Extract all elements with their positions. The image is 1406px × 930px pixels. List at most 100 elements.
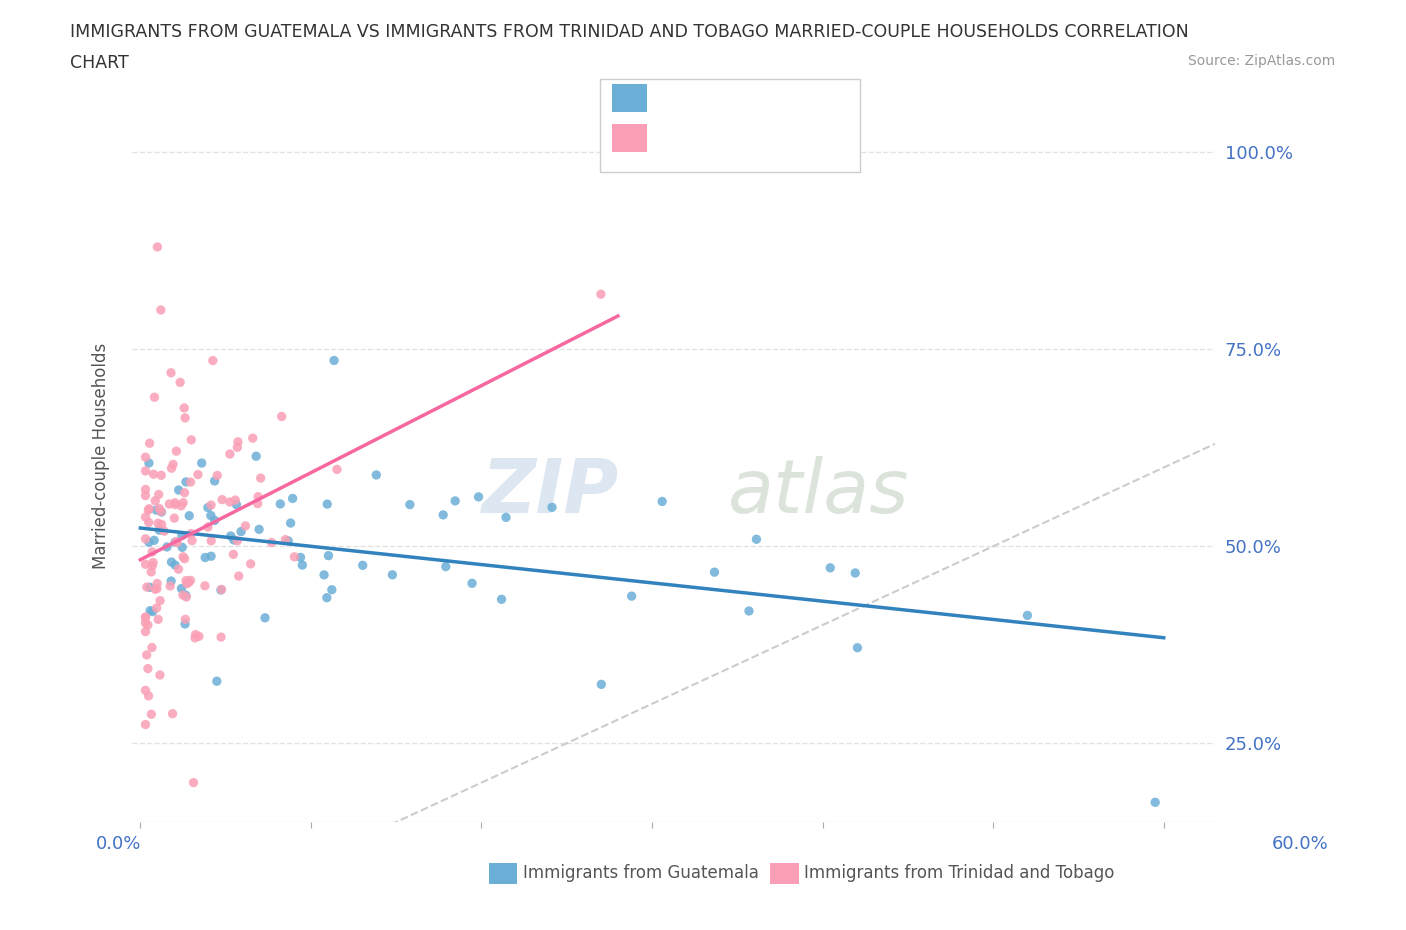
Point [173,401,195,416]
Point [135,647,157,662]
Point [467,489,489,504]
Point [283,550,305,565]
Point [149,593,172,608]
Point [352,558,374,573]
Point [146,240,169,255]
Point [165,498,187,512]
Point [183,776,205,790]
Point [207,468,229,483]
Point [270,409,292,424]
Point [157,497,180,512]
Point [316,497,339,512]
Point [204,513,226,528]
Point [149,302,172,317]
Point [142,555,165,570]
Point [165,444,187,458]
Point [200,533,222,548]
Point [143,390,166,405]
Point [194,550,217,565]
Point [136,503,159,518]
Point [194,578,217,593]
Point [150,505,173,520]
Point [160,460,183,475]
Point [134,624,156,639]
Point [218,495,240,510]
Point [399,498,422,512]
Point [591,677,613,692]
Point [201,353,224,368]
Point [150,468,173,483]
Point [146,516,169,531]
Point [173,485,195,500]
Point [491,591,513,606]
Point [167,483,190,498]
Point [142,467,165,482]
Text: Immigrants from Trinidad and Tobago: Immigrants from Trinidad and Tobago [804,864,1115,883]
Point [228,568,250,583]
Point [242,431,264,445]
Point [172,540,194,555]
Point [145,601,167,616]
Point [245,449,267,464]
Point [165,535,187,550]
Point [281,491,304,506]
Point [260,535,283,550]
Point [172,588,194,603]
Point [184,631,207,645]
Point [224,493,246,508]
Point [143,493,166,508]
Point [180,526,202,541]
Point [366,468,388,483]
Point [134,683,156,698]
Text: R =  0.254   N = 113: R = 0.254 N = 113 [657,127,845,146]
Point [246,497,269,512]
Point [181,533,204,548]
Text: 60.0%: 60.0% [1272,835,1329,854]
Point [165,558,187,573]
Point [219,528,242,543]
Point [163,511,186,525]
Point [173,551,195,566]
Point [170,498,193,513]
Point [138,535,160,550]
Point [174,612,197,627]
Point [136,618,159,632]
Point [138,688,160,703]
Point [846,640,869,655]
Point [139,604,162,618]
Point [134,610,156,625]
Point [461,576,484,591]
Point [432,508,454,523]
Point [174,474,197,489]
Point [159,578,181,593]
Point [146,612,169,627]
Point [156,539,179,554]
Point [290,550,312,565]
Text: R = -0.322   N = 73: R = -0.322 N = 73 [657,88,834,107]
Text: 0.0%: 0.0% [96,835,141,854]
Point [249,471,271,485]
Point [172,496,194,511]
Point [434,559,457,574]
Point [211,582,233,597]
Point [149,668,172,683]
Point [138,501,160,516]
Text: ZIP: ZIP [482,456,619,529]
Point [187,467,209,482]
Point [134,510,156,525]
Point [177,575,200,590]
Point [134,717,156,732]
Point [280,515,302,530]
Point [226,434,249,449]
Point [148,523,170,538]
Point [160,365,183,380]
Point [1017,608,1039,623]
Text: Immigrants from Guatemala: Immigrants from Guatemala [523,864,759,883]
Point [150,517,173,532]
Point [162,457,184,472]
Point [1144,795,1167,810]
Point [239,556,262,571]
Point [176,576,198,591]
Point [138,456,160,471]
Point [134,610,156,625]
